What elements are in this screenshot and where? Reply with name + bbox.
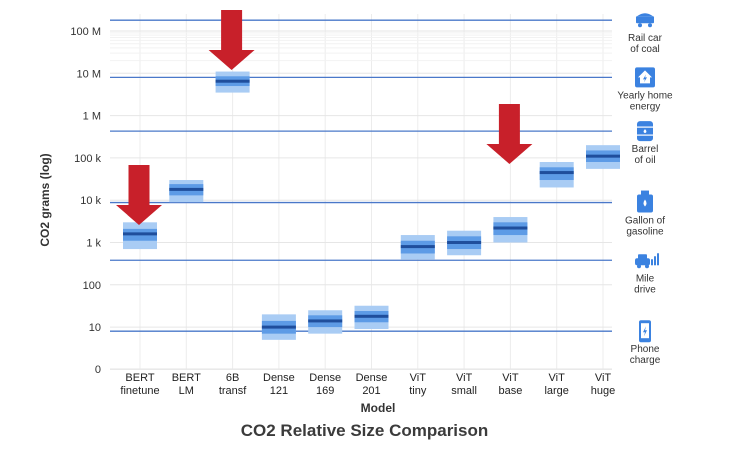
reference-label: Phone charge [630, 344, 661, 366]
car-icon [635, 253, 659, 269]
box-median [215, 79, 250, 83]
x-tick-label: Dense 201 [356, 372, 388, 397]
box-median [400, 245, 435, 249]
grid-layer [110, 14, 612, 370]
x-tick-label: Dense 121 [263, 372, 295, 397]
x-tick-label: ViT small [451, 372, 477, 397]
reference-label: Mile drive [634, 273, 656, 295]
home-energy-icon [635, 67, 655, 88]
x-tick-labels: BERT finetune BERT LM 6B transf Dense 121 Dense 1… [120, 372, 615, 397]
chart-title: CO2 Relative Size Comparison [240, 421, 489, 440]
box-2 [215, 71, 250, 93]
box-median [447, 241, 482, 244]
box-3 [261, 314, 296, 340]
box-7 [447, 230, 482, 256]
x-tick-label: ViT tiny [409, 372, 427, 397]
reference-label: Barrel of oil [632, 144, 659, 166]
box-10 [586, 145, 620, 169]
x-tick-label: ViT huge [591, 372, 615, 397]
x-tick-label: BERT LM [172, 372, 201, 397]
reference-icons: Rail car of coal Yearly home energy Barrel of… [617, 13, 673, 366]
x-tick-label: ViT base [498, 372, 522, 397]
y-tick-label: 100 M [70, 26, 101, 38]
box-8 [493, 217, 528, 243]
box-0 [123, 222, 157, 250]
gas-can-icon [637, 190, 653, 213]
x-tick-label: Dense 169 [309, 372, 341, 397]
box-median [123, 232, 157, 236]
box-9 [539, 161, 574, 188]
y-tick-label: 10 [89, 322, 101, 334]
box-1 [169, 180, 204, 203]
reference-label: Gallon of gasoline [625, 216, 665, 238]
box-layer [123, 71, 620, 340]
box-6 [400, 235, 435, 260]
box-4 [308, 310, 343, 334]
x-axis-title: Model [361, 401, 396, 415]
box-median [261, 325, 296, 329]
box-median [493, 226, 528, 230]
x-tick-label: ViT large [544, 372, 568, 397]
y-tick-label: 10 M [77, 68, 101, 80]
y-tick-label: 100 [83, 280, 101, 292]
reference-label: Rail car of coal [628, 33, 663, 55]
y-tick-labels: 0 10 100 1 k 10 k 100 k 1 M 10 M 100 M [70, 26, 101, 376]
red-arrow-annotation [486, 104, 533, 164]
co2-chart: 0 10 100 1 k 10 k 100 k 1 M 10 M 100 M BERT finet… [38, 10, 673, 415]
y-tick-label: 1 k [86, 238, 101, 250]
box-median [169, 187, 204, 191]
red-arrow-annotation [208, 10, 255, 70]
x-tick-label: BERT finetune [120, 372, 159, 397]
box-median [539, 171, 574, 175]
box-median [308, 319, 343, 323]
y-tick-label: 100 k [74, 153, 101, 165]
rail-car-icon [636, 13, 654, 28]
phone-icon [639, 320, 651, 343]
red-arrow-annotation [116, 165, 162, 225]
y-axis-title: CO2 grams (log) [38, 153, 52, 246]
box-median [586, 154, 620, 158]
arrow-layer [116, 10, 533, 225]
reference-label: Yearly home energy [617, 90, 673, 112]
x-tick-label: 6B transf [219, 372, 247, 397]
y-tick-label: 10 k [80, 195, 101, 207]
y-tick-label: 1 M [83, 111, 101, 123]
oil-barrel-icon [637, 121, 653, 142]
box-median [354, 314, 389, 318]
box-5 [354, 305, 389, 330]
reference-lines [110, 19, 612, 332]
y-tick-label: 0 [95, 364, 101, 376]
